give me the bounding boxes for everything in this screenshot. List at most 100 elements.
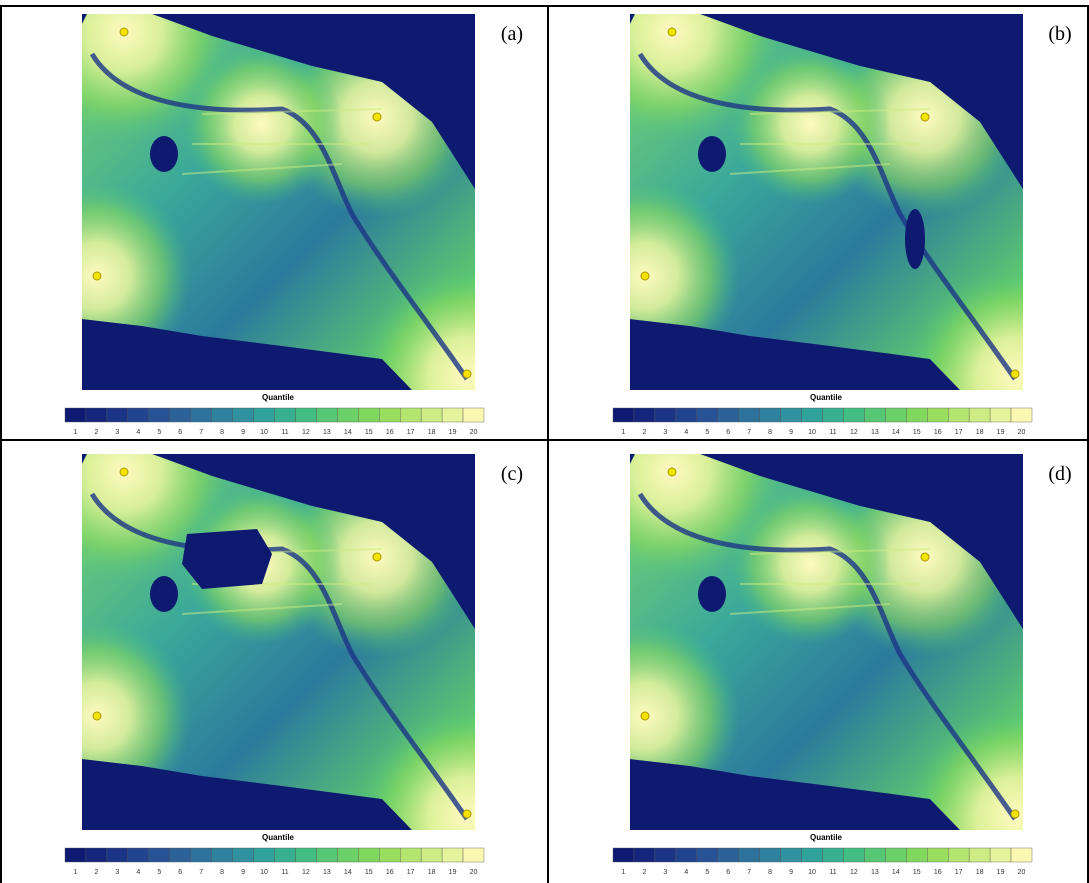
legend-class: 9	[241, 429, 245, 436]
legend-swatch	[654, 847, 677, 863]
legend-class: 18	[976, 869, 984, 876]
legend-class: 17	[407, 869, 415, 876]
lake	[698, 576, 726, 612]
legend-swatch	[106, 847, 129, 863]
site-marker	[119, 467, 129, 477]
site-marker	[92, 271, 102, 281]
legend-swatch	[864, 847, 886, 863]
highlight	[730, 44, 890, 204]
legend-class: 17	[407, 429, 415, 436]
legend-class: 20	[470, 869, 478, 876]
legend-swatch	[759, 407, 781, 423]
legend-class: 16	[386, 869, 394, 876]
legend-class: 5	[705, 429, 709, 436]
lake	[698, 136, 726, 172]
legend-class: 2	[642, 869, 646, 876]
legend-swatch	[717, 847, 739, 863]
legend-swatch	[675, 407, 697, 423]
legend-swatch	[232, 847, 254, 863]
legend-class: 9	[789, 869, 793, 876]
legend-swatch	[780, 407, 802, 423]
legend-swatch	[989, 847, 1012, 863]
legend-class: 1	[74, 429, 78, 436]
legend-swatch	[232, 407, 254, 423]
legend-class: 8	[768, 429, 772, 436]
legend-swatch	[379, 407, 401, 423]
frame	[0, 5, 1089, 883]
legend-swatch	[441, 407, 464, 423]
legend-swatch	[169, 407, 191, 423]
valley	[89, 52, 470, 381]
legend-swatch	[337, 847, 359, 863]
legend-class: 20	[470, 429, 478, 436]
legend-swatch	[801, 407, 823, 423]
legend-class: 5	[157, 429, 161, 436]
legend-class: 4	[136, 429, 140, 436]
legend-swatch	[106, 407, 129, 423]
legend-class: 11	[829, 869, 836, 876]
legend-swatch	[989, 407, 1012, 423]
legend-class: 11	[829, 429, 836, 436]
legend-swatch	[906, 847, 928, 863]
legend-swatch	[759, 847, 781, 863]
legend-class: 10	[260, 869, 268, 876]
legend-class: 4	[684, 869, 688, 876]
legend-class: 15	[913, 869, 921, 876]
site-marker	[640, 271, 650, 281]
legend-class: 13	[871, 429, 879, 436]
ridge	[181, 108, 383, 175]
lake	[150, 136, 178, 172]
legend-class: 7	[199, 429, 203, 436]
legend-class: 6	[726, 429, 730, 436]
site-marker	[920, 552, 930, 562]
site-marker	[1010, 809, 1020, 819]
legend-swatch	[420, 847, 443, 863]
site-marker	[462, 369, 472, 379]
ridge	[729, 548, 931, 615]
legend-swatch	[148, 407, 170, 423]
lake	[150, 576, 178, 612]
legend-title: Quantile	[262, 833, 295, 842]
highlight	[730, 484, 890, 644]
legend-swatch	[274, 847, 296, 863]
legend-class: 10	[260, 429, 268, 436]
legend-swatch	[843, 407, 865, 423]
legend-swatch	[738, 847, 760, 863]
legend-class: 9	[241, 869, 245, 876]
legend-class: 2	[642, 429, 646, 436]
site-marker	[920, 112, 930, 122]
legend-swatch	[441, 847, 464, 863]
legend-swatch	[190, 407, 212, 423]
legend-class: 15	[913, 429, 921, 436]
legend-swatch	[358, 407, 380, 423]
legend-swatch	[1010, 407, 1033, 423]
valley	[637, 492, 1018, 821]
legend-swatch	[64, 407, 87, 423]
legend-class: 6	[178, 869, 182, 876]
panel-label: (c)	[501, 463, 523, 485]
legend-swatch	[612, 407, 635, 423]
legend-swatch	[675, 847, 697, 863]
legend-class: 7	[199, 869, 203, 876]
legend-class: 16	[934, 429, 942, 436]
legend-class: 10	[808, 429, 816, 436]
legend-swatch	[337, 407, 359, 423]
legend-class: 8	[220, 429, 224, 436]
legend-class: 3	[663, 869, 667, 876]
legend-class: 1	[622, 869, 626, 876]
legend-swatch	[927, 407, 949, 423]
legend-class: 17	[955, 429, 963, 436]
legend-class: 19	[449, 429, 457, 436]
legend-swatch	[822, 847, 844, 863]
legend-class: 13	[323, 429, 331, 436]
legend-swatch	[885, 407, 907, 423]
legend-swatch	[85, 407, 108, 423]
legend-swatch	[822, 407, 844, 423]
legend-swatch	[316, 847, 338, 863]
legend-class: 9	[789, 429, 793, 436]
legend-class: 19	[997, 429, 1005, 436]
legend-swatch	[885, 847, 907, 863]
